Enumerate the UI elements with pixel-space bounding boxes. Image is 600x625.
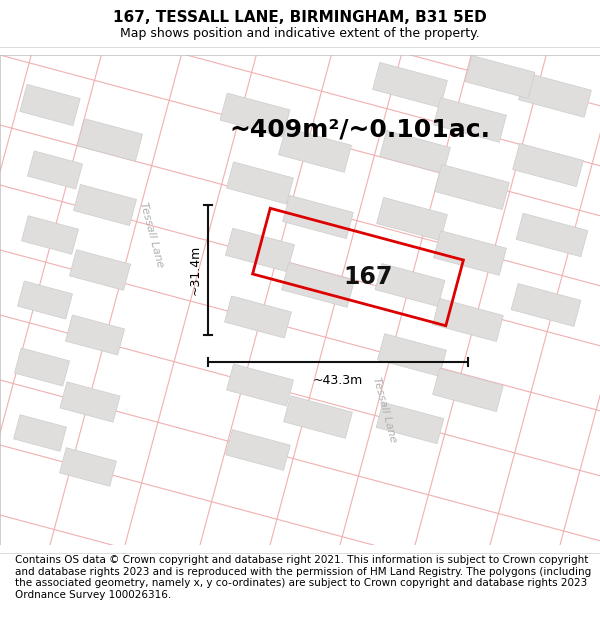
Polygon shape — [59, 448, 116, 486]
Polygon shape — [376, 402, 444, 444]
Text: Tessall Lane: Tessall Lane — [371, 376, 398, 444]
Polygon shape — [226, 429, 290, 471]
Text: ~31.4m: ~31.4m — [189, 245, 202, 295]
Polygon shape — [433, 298, 503, 342]
Polygon shape — [227, 364, 293, 406]
Polygon shape — [373, 62, 448, 107]
Polygon shape — [73, 184, 137, 226]
Polygon shape — [434, 98, 506, 142]
Polygon shape — [17, 281, 73, 319]
Polygon shape — [511, 284, 581, 326]
Polygon shape — [28, 151, 83, 189]
Polygon shape — [22, 216, 79, 254]
Text: 167: 167 — [343, 265, 392, 289]
Polygon shape — [281, 262, 355, 308]
Polygon shape — [14, 415, 67, 451]
Polygon shape — [518, 72, 592, 118]
Polygon shape — [377, 334, 446, 376]
Polygon shape — [465, 56, 535, 99]
Polygon shape — [60, 382, 120, 422]
Polygon shape — [226, 228, 295, 272]
Polygon shape — [14, 348, 70, 386]
Text: ~409m²/~0.101ac.: ~409m²/~0.101ac. — [229, 118, 491, 142]
Polygon shape — [220, 93, 290, 137]
Polygon shape — [224, 296, 292, 338]
Text: Contains OS data © Crown copyright and database right 2021. This information is : Contains OS data © Crown copyright and d… — [15, 555, 591, 600]
Polygon shape — [434, 164, 509, 209]
Polygon shape — [380, 131, 451, 174]
Polygon shape — [433, 368, 503, 412]
Polygon shape — [434, 231, 506, 276]
Polygon shape — [227, 162, 293, 204]
Polygon shape — [70, 250, 131, 290]
Text: 167, TESSALL LANE, BIRMINGHAM, B31 5ED: 167, TESSALL LANE, BIRMINGHAM, B31 5ED — [113, 10, 487, 25]
Polygon shape — [284, 396, 352, 438]
Polygon shape — [512, 143, 583, 187]
Polygon shape — [377, 198, 448, 241]
Polygon shape — [283, 196, 353, 239]
Text: ~43.3m: ~43.3m — [313, 374, 363, 387]
Polygon shape — [77, 119, 143, 161]
Polygon shape — [516, 213, 588, 257]
Text: Map shows position and indicative extent of the property.: Map shows position and indicative extent… — [120, 28, 480, 40]
Polygon shape — [20, 84, 80, 126]
Polygon shape — [65, 315, 125, 355]
Polygon shape — [375, 264, 445, 306]
Text: Tessall Lane: Tessall Lane — [139, 201, 166, 269]
Polygon shape — [278, 127, 352, 172]
